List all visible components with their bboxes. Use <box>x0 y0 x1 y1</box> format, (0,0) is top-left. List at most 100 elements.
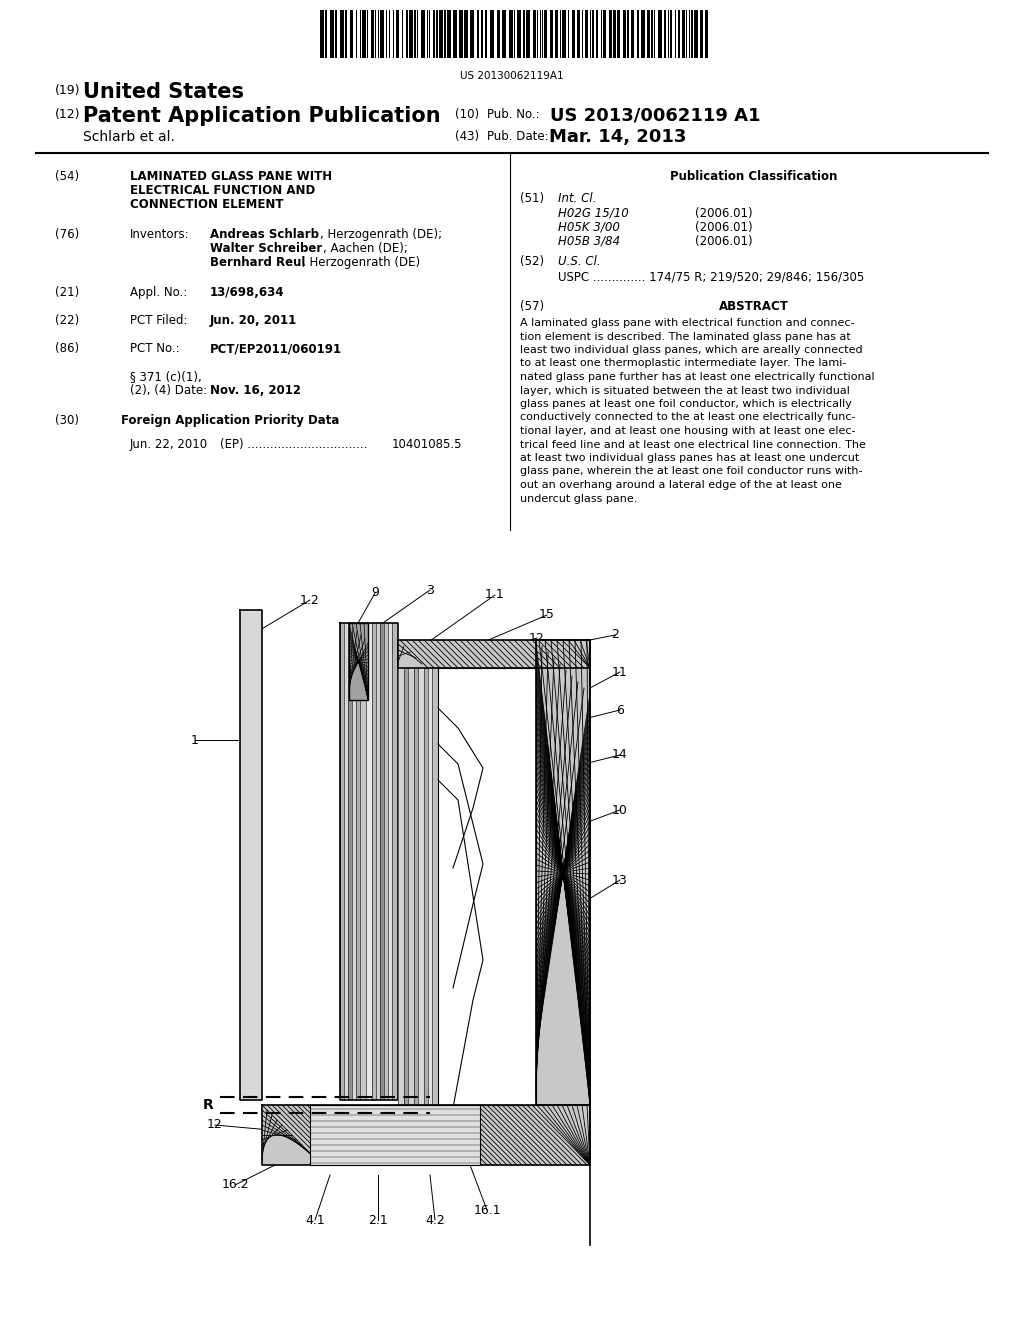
Bar <box>502 11 506 58</box>
Bar <box>658 11 662 58</box>
Polygon shape <box>404 668 408 1105</box>
Polygon shape <box>414 668 418 1105</box>
Polygon shape <box>376 623 380 1100</box>
Text: CONNECTION ELEMENT: CONNECTION ELEMENT <box>130 198 284 211</box>
Text: , Herzogenrath (DE): , Herzogenrath (DE) <box>302 256 420 269</box>
Text: Andreas Schlarb: Andreas Schlarb <box>210 228 319 242</box>
Bar <box>409 11 413 58</box>
Bar <box>490 11 494 58</box>
Text: undercut glass pane.: undercut glass pane. <box>520 494 637 503</box>
Bar <box>447 11 451 58</box>
Bar <box>555 11 558 58</box>
Polygon shape <box>428 668 432 1105</box>
Text: out an overhang around a lateral edge of the at least one: out an overhang around a lateral edge of… <box>520 480 842 490</box>
Text: (21): (21) <box>55 286 79 300</box>
Text: (43): (43) <box>455 129 479 143</box>
Polygon shape <box>432 668 438 1105</box>
Bar <box>617 11 620 58</box>
Polygon shape <box>348 623 352 1100</box>
Text: (19): (19) <box>55 84 81 96</box>
Text: US 2013/0062119 A1: US 2013/0062119 A1 <box>550 106 761 124</box>
Bar <box>517 11 521 58</box>
Bar <box>325 11 327 58</box>
Text: Foreign Application Priority Data: Foreign Application Priority Data <box>121 414 339 426</box>
Polygon shape <box>366 623 372 1100</box>
Bar <box>562 11 566 58</box>
Text: 1: 1 <box>191 734 199 747</box>
Polygon shape <box>340 623 398 1100</box>
Text: tional layer, and at least one housing with at least one elec-: tional layer, and at least one housing w… <box>520 426 855 436</box>
Bar <box>592 11 594 58</box>
Text: , Herzogenrath (DE);: , Herzogenrath (DE); <box>319 228 442 242</box>
Text: 6: 6 <box>616 704 624 717</box>
Text: 12: 12 <box>529 631 545 644</box>
Bar <box>603 11 606 58</box>
Text: (22): (22) <box>55 314 79 327</box>
Bar <box>433 11 435 58</box>
Text: § 371 (c)(1),: § 371 (c)(1), <box>130 370 202 383</box>
Text: 13/698,634: 13/698,634 <box>210 286 285 300</box>
Bar <box>523 11 525 58</box>
Text: 10401085.5: 10401085.5 <box>392 438 463 451</box>
Bar <box>350 11 353 58</box>
Bar <box>470 11 474 58</box>
Bar <box>406 11 408 58</box>
Bar <box>509 11 513 58</box>
Text: A laminated glass pane with electrical function and connec-: A laminated glass pane with electrical f… <box>520 318 854 327</box>
Text: (2006.01): (2006.01) <box>695 235 753 248</box>
Text: 11: 11 <box>612 665 628 678</box>
Polygon shape <box>310 1105 480 1166</box>
Polygon shape <box>349 623 368 700</box>
Polygon shape <box>388 623 392 1100</box>
Text: glass pane, wherein the at least one foil conductor runs with-: glass pane, wherein the at least one foi… <box>520 466 862 477</box>
Polygon shape <box>408 668 414 1105</box>
Text: LAMINATED GLASS PANE WITH: LAMINATED GLASS PANE WITH <box>130 170 332 183</box>
Bar <box>641 11 645 58</box>
Text: H05K 3/00: H05K 3/00 <box>558 220 620 234</box>
Polygon shape <box>398 668 404 1105</box>
Bar <box>380 11 384 58</box>
Bar <box>335 11 337 58</box>
Text: trical feed line and at least one electrical line connection. The: trical feed line and at least one electr… <box>520 440 866 450</box>
Text: 3: 3 <box>426 583 434 597</box>
Text: Mar. 14, 2013: Mar. 14, 2013 <box>549 128 686 147</box>
Text: 1.2: 1.2 <box>300 594 319 606</box>
Text: United States: United States <box>83 82 244 102</box>
Bar <box>694 11 698 58</box>
Bar <box>678 11 680 58</box>
Text: Pub. Date:: Pub. Date: <box>487 129 549 143</box>
Bar <box>534 11 536 58</box>
Text: ABSTRACT: ABSTRACT <box>719 300 788 313</box>
Text: tion element is described. The laminated glass pane has at: tion element is described. The laminated… <box>520 331 851 342</box>
Text: (10): (10) <box>455 108 479 121</box>
Bar <box>464 11 468 58</box>
Text: R: R <box>203 1098 213 1111</box>
Text: 9: 9 <box>371 586 379 599</box>
Text: Int. Cl.: Int. Cl. <box>558 191 596 205</box>
Bar <box>613 11 616 58</box>
Bar <box>623 11 626 58</box>
Text: PCT No.:: PCT No.: <box>130 342 179 355</box>
Bar <box>691 11 693 58</box>
Text: (57): (57) <box>520 300 544 313</box>
Bar <box>647 11 650 58</box>
Text: USPC .............. 174/75 R; 219/520; 29/846; 156/305: USPC .............. 174/75 R; 219/520; 2… <box>558 271 864 282</box>
Polygon shape <box>418 668 424 1105</box>
Text: Jun. 22, 2010: Jun. 22, 2010 <box>130 438 208 451</box>
Bar <box>637 11 639 58</box>
Text: (2), (4) Date:: (2), (4) Date: <box>130 384 207 397</box>
Polygon shape <box>360 623 366 1100</box>
Text: , Aachen (DE);: , Aachen (DE); <box>323 242 408 255</box>
Polygon shape <box>372 623 376 1100</box>
Text: 12: 12 <box>207 1118 223 1131</box>
Bar <box>421 11 425 58</box>
Bar <box>459 11 463 58</box>
Text: Nov. 16, 2012: Nov. 16, 2012 <box>210 384 301 397</box>
Bar <box>705 11 708 58</box>
Text: layer, which is situated between the at least two individual: layer, which is situated between the at … <box>520 385 850 396</box>
Text: H05B 3/84: H05B 3/84 <box>558 235 621 248</box>
Text: (2006.01): (2006.01) <box>695 220 753 234</box>
Bar <box>526 11 530 58</box>
Polygon shape <box>380 623 384 1100</box>
Text: 2.1: 2.1 <box>368 1213 388 1226</box>
